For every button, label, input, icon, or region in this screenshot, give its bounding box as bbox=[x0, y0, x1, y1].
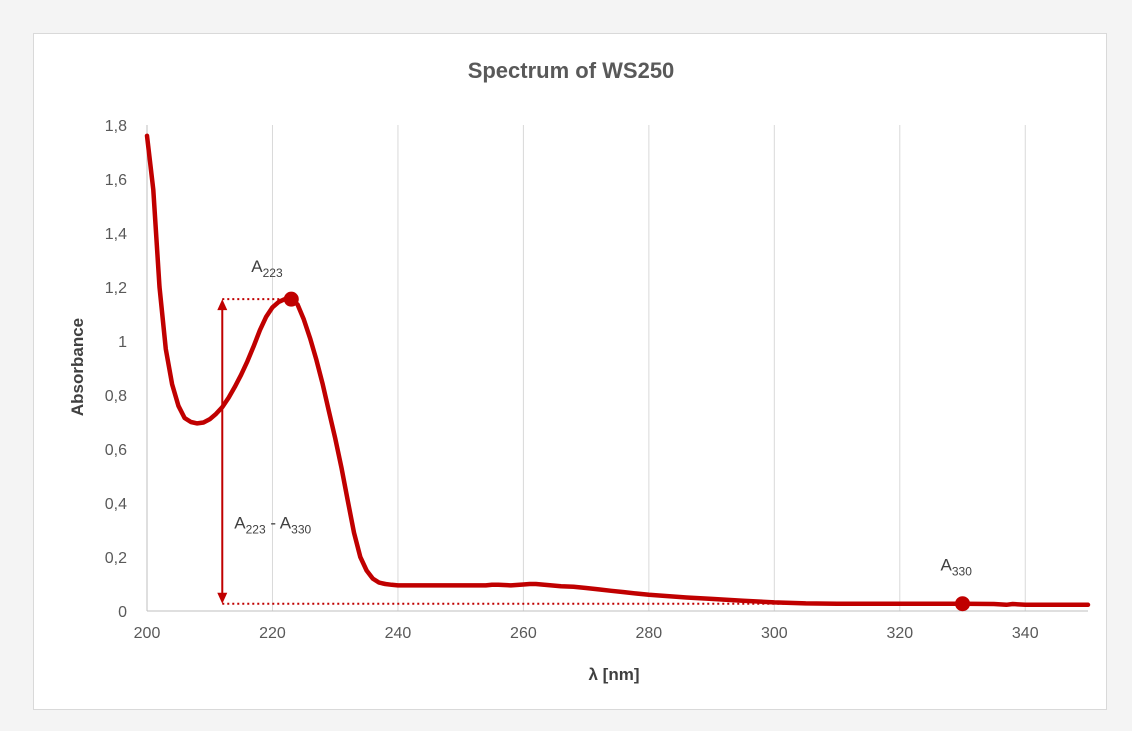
y-tick-label: 1 bbox=[118, 334, 127, 351]
annotation-layer: A223 A330 A223 - A330 bbox=[234, 257, 972, 579]
annotation-a223: A223 bbox=[251, 257, 283, 280]
x-tick-label: 280 bbox=[636, 625, 663, 642]
x-tick-label: 260 bbox=[510, 625, 537, 642]
chart-card: 200 220 240 260 280 300 320 340 0 0,2 0,4 0,6 0,8 1 1,… bbox=[33, 33, 1107, 710]
y-tick-label: 0,4 bbox=[105, 496, 127, 513]
tick-layer: 200 220 240 260 280 300 320 340 0 0,2 0,4 0,6 0,8 1 1,… bbox=[105, 118, 1039, 642]
y-tick-label: 0,2 bbox=[105, 550, 127, 567]
marker-a223 bbox=[283, 291, 299, 307]
y-tick-label: 1,2 bbox=[105, 280, 127, 297]
x-tick-label: 300 bbox=[761, 625, 788, 642]
y-tick-label: 1,8 bbox=[105, 118, 127, 135]
x-axis-label: λ [nm] bbox=[589, 665, 640, 684]
guide-layer bbox=[217, 298, 963, 605]
grid-layer bbox=[146, 125, 1088, 612]
annotation-difference: A223 - A330 bbox=[234, 514, 311, 537]
x-tick-label: 200 bbox=[134, 625, 161, 642]
spectrum-chart: 200 220 240 260 280 300 320 340 0 0,2 0,4 0,6 0,8 1 1,… bbox=[68, 58, 1091, 684]
x-tick-label: 240 bbox=[385, 625, 412, 642]
arrow-head-bottom bbox=[217, 592, 228, 604]
y-tick-label: 1,4 bbox=[105, 226, 127, 243]
series-line bbox=[144, 133, 1091, 608]
marker-a330 bbox=[955, 596, 971, 612]
y-tick-label: 0,6 bbox=[105, 442, 127, 459]
y-tick-label: 0,8 bbox=[105, 388, 127, 405]
marker-layer bbox=[283, 291, 971, 612]
y-tick-label: 1,6 bbox=[105, 172, 127, 189]
x-tick-label: 340 bbox=[1012, 625, 1039, 642]
y-tick-label: 0 bbox=[118, 604, 127, 621]
x-tick-label: 320 bbox=[886, 625, 913, 642]
y-axis-label: Absorbance bbox=[68, 318, 87, 416]
arrow-head-top bbox=[217, 299, 228, 311]
annotation-a330: A330 bbox=[941, 556, 973, 579]
series-layer bbox=[144, 133, 1091, 608]
x-tick-label: 220 bbox=[259, 625, 286, 642]
chart-title: Spectrum of WS250 bbox=[468, 58, 675, 83]
